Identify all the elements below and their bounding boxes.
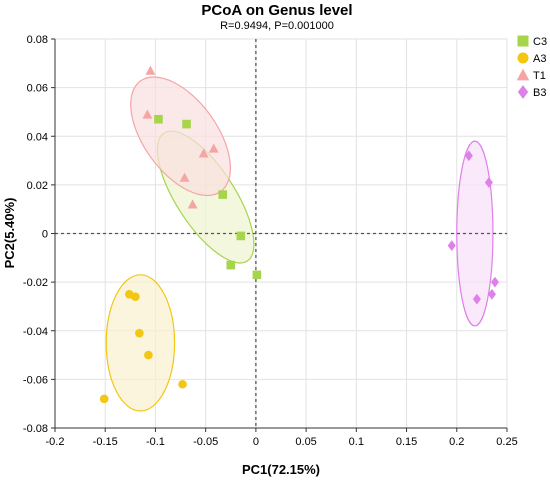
- point-t1: [142, 109, 153, 119]
- point-a3: [99, 394, 109, 404]
- point-c3: [154, 114, 163, 124]
- legend: C3 A3 T1 B3: [516, 35, 547, 99]
- point-c3: [182, 119, 191, 129]
- x-tick-label: 0.1: [349, 436, 364, 448]
- data-points: [99, 65, 499, 404]
- y-tick-label: 0.08: [27, 34, 48, 46]
- point-a3: [178, 379, 187, 389]
- point-t1: [208, 143, 219, 153]
- point-a3: [135, 328, 144, 338]
- y-tick-label: 0: [42, 229, 48, 241]
- chart-subtitle: R=0.9494, P=0.001000: [220, 20, 334, 32]
- point-b3: [487, 288, 496, 300]
- y-axis-label: PC2(5.40%): [2, 198, 17, 269]
- confidence-ellipses: [105, 76, 494, 412]
- x-tick-label: -0.15: [93, 436, 118, 448]
- point-b3: [484, 177, 493, 188]
- point-t1: [145, 65, 156, 75]
- x-tick-label: -0.1: [146, 436, 165, 448]
- legend-marker-a3: [517, 52, 529, 64]
- legend-label-t1: T1: [533, 70, 546, 82]
- point-c3: [236, 231, 246, 241]
- legend-marker-c3: [517, 35, 529, 47]
- y-tick-label: -0.06: [23, 374, 48, 386]
- x-tick-label: 0: [253, 436, 259, 448]
- tick-labels: -0.2 -0.15 -0.1 -0.05 0 0.05 0.1 0.15 0.2 0.25 -0.…: [23, 34, 518, 448]
- chart-title: PCoA on Genus level: [201, 2, 352, 19]
- point-t1: [187, 199, 198, 209]
- x-tick-label: 0.05: [295, 436, 316, 448]
- point-b3: [464, 150, 473, 162]
- y-tick-label: -0.08: [23, 423, 48, 435]
- legend-label-a3: A3: [533, 53, 546, 65]
- x-tick-label: 0.15: [396, 436, 417, 448]
- zero-lines: [55, 39, 507, 428]
- y-tick-label: -0.02: [23, 277, 48, 289]
- ellipse-b3: [456, 140, 494, 327]
- point-a3: [144, 350, 153, 360]
- x-tick-label: -0.2: [46, 436, 65, 448]
- legend-marker-t1: [516, 68, 530, 81]
- x-tick-label: 0.25: [496, 436, 517, 448]
- point-a3: [131, 292, 140, 302]
- y-tick-label: -0.04: [23, 326, 48, 338]
- point-b3: [472, 293, 481, 305]
- y-tick-label: 0.04: [27, 131, 48, 143]
- y-tick-label: 0.02: [27, 180, 48, 192]
- x-tick-label: 0.2: [449, 436, 464, 448]
- legend-marker-b3: [517, 85, 529, 99]
- point-b3: [490, 276, 499, 288]
- point-b3: [447, 240, 456, 252]
- point-c3: [226, 260, 236, 270]
- ellipse-a3: [105, 274, 176, 412]
- point-t1: [198, 148, 209, 158]
- y-tick-label: 0.06: [27, 83, 48, 95]
- point-c3: [218, 190, 228, 199]
- legend-label-c3: C3: [533, 36, 547, 48]
- legend-label-b3: B3: [533, 87, 546, 99]
- point-c3: [252, 270, 262, 280]
- point-t1: [179, 172, 190, 182]
- x-tick-label: -0.05: [193, 436, 218, 448]
- x-axis-label: PC1(72.15%): [242, 462, 320, 477]
